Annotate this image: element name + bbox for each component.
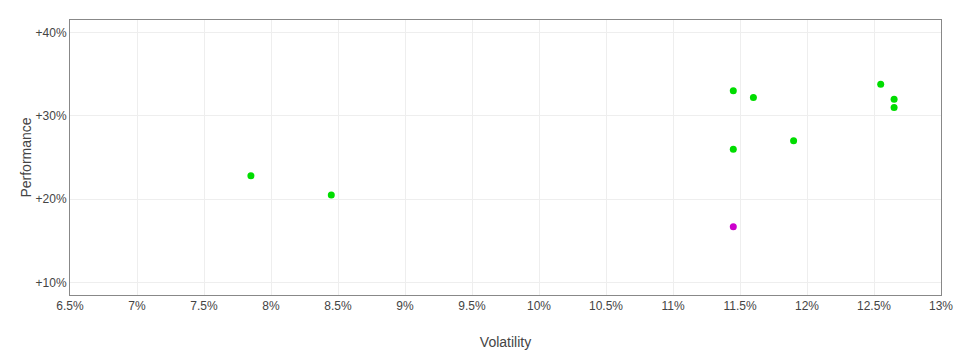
svg-text:Volatility: Volatility bbox=[480, 334, 531, 350]
svg-text:+30%: +30% bbox=[36, 109, 67, 123]
svg-text:+10%: +10% bbox=[36, 276, 67, 290]
svg-text:+20%: +20% bbox=[36, 192, 67, 206]
svg-text:10%: 10% bbox=[527, 299, 551, 313]
svg-text:7%: 7% bbox=[128, 299, 146, 313]
svg-text:12%: 12% bbox=[795, 299, 819, 313]
svg-text:9.5%: 9.5% bbox=[458, 299, 486, 313]
svg-text:7.5%: 7.5% bbox=[190, 299, 218, 313]
svg-text:12.5%: 12.5% bbox=[857, 299, 891, 313]
svg-text:9%: 9% bbox=[396, 299, 414, 313]
svg-text:8.5%: 8.5% bbox=[324, 299, 352, 313]
svg-text:+40%: +40% bbox=[36, 26, 67, 40]
svg-text:8%: 8% bbox=[262, 299, 280, 313]
svg-text:10.5%: 10.5% bbox=[589, 299, 623, 313]
svg-text:11%: 11% bbox=[661, 299, 684, 313]
svg-text:Performance: Performance bbox=[18, 117, 34, 197]
svg-text:11.5%: 11.5% bbox=[723, 299, 756, 313]
svg-text:13%: 13% bbox=[929, 299, 953, 313]
svg-text:6.5%: 6.5% bbox=[56, 299, 84, 313]
